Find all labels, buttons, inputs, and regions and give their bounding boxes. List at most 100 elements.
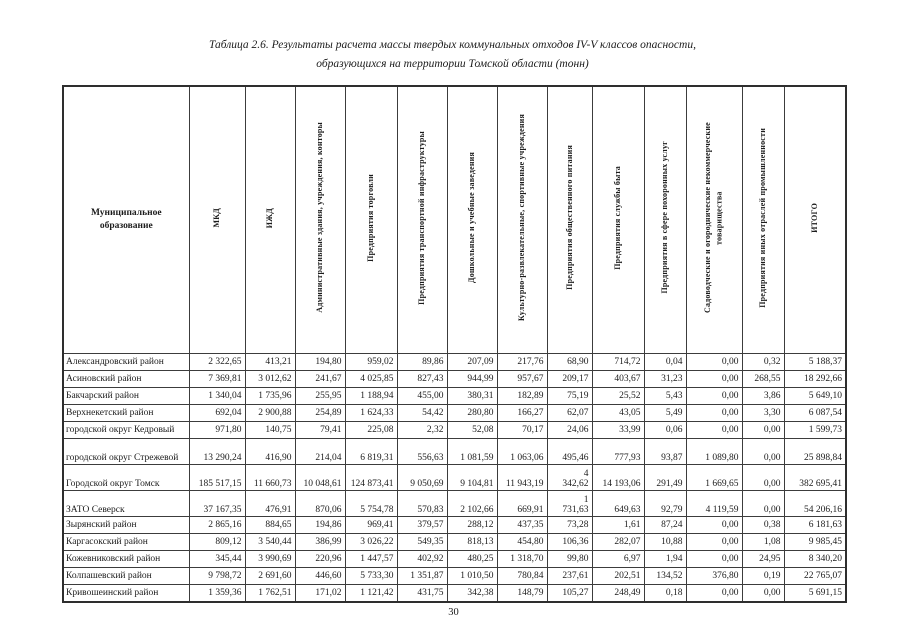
table-row: Александровский район 2 322,65 413,21 194,8…: [62, 353, 847, 372]
value-cell: 280,80: [446, 404, 498, 423]
column-header-label: Садоводческие и огороднические некоммерч…: [703, 122, 724, 314]
table-row: Колпашевский район 9 798,72 2 691,60 446,60…: [62, 567, 847, 586]
value-cell: 386,99: [294, 533, 346, 552]
value-cell: 714,72: [591, 353, 645, 372]
table-header: Муниципальное образование МКД ИЖД Администр…: [62, 85, 847, 355]
value-cell: 957,67: [496, 370, 548, 389]
value-cell: 33,99: [591, 421, 645, 440]
value-cell: 570,83: [396, 490, 448, 518]
value-cell: 777,93: [591, 438, 645, 466]
value-cell: 52,08: [446, 421, 498, 440]
value-cell: 134,52: [643, 567, 687, 586]
value-cell: 416,90: [244, 438, 296, 466]
value-cell: 5,49: [643, 404, 687, 423]
column-header-label: ИТОГО: [809, 202, 819, 233]
column-header-label: МКД: [212, 207, 222, 228]
value-cell: 1 081,59: [446, 438, 498, 466]
value-cell: 214,04: [294, 438, 346, 466]
column-header: ИЖД: [244, 85, 296, 355]
value-cell: 669,91: [496, 490, 548, 518]
value-cell: 31,23: [643, 370, 687, 389]
value-cell: 1 599,73: [783, 421, 847, 440]
value-cell: 25 898,84: [783, 438, 847, 466]
value-cell: 382 695,41: [783, 464, 847, 492]
value-cell: 68,90: [546, 353, 593, 372]
column-header-label: Предприятия иных отраслей промышленности: [758, 127, 768, 308]
value-cell: 3 012,62: [244, 370, 296, 389]
column-header: Предприятия транспортной инфраструктуры: [396, 85, 448, 355]
column-header: Дошкольные и учебные заведения: [446, 85, 498, 355]
table-row: Зырянский район 2 865,16 884,65 194,86 969,4…: [62, 516, 847, 535]
value-cell: 1 121,42: [344, 584, 398, 603]
municipality-name-cell: Каргасокский район: [62, 533, 190, 552]
value-cell: 4 342,62: [546, 464, 593, 492]
value-cell: 3 026,22: [344, 533, 398, 552]
value-cell: 870,06: [294, 490, 346, 518]
value-cell: 446,60: [294, 567, 346, 586]
value-cell: 225,08: [344, 421, 398, 440]
value-cell: 0,00: [741, 438, 785, 466]
table-row: Каргасокский район 809,12 3 540,44 386,99 3 …: [62, 533, 847, 552]
value-cell: 5,43: [643, 387, 687, 406]
value-cell: 22 765,07: [783, 567, 847, 586]
caption-line-2: образующихся на территории Томской облас…: [316, 57, 589, 70]
value-cell: 43,05: [591, 404, 645, 423]
value-cell: 10,88: [643, 533, 687, 552]
value-cell: 376,80: [685, 567, 743, 586]
value-cell: 0,38: [741, 516, 785, 535]
value-cell: 476,91: [244, 490, 296, 518]
column-header: Культурно-развлекательные, спортивные уч…: [496, 85, 548, 355]
value-cell: 37 167,35: [188, 490, 246, 518]
value-cell: 402,92: [396, 550, 448, 569]
value-cell: 8 340,20: [783, 550, 847, 569]
value-cell: 25,52: [591, 387, 645, 406]
value-cell: 0,19: [741, 567, 785, 586]
table-body: Александровский район 2 322,65 413,21 194,8…: [62, 353, 847, 603]
value-cell: 454,80: [496, 533, 548, 552]
value-cell: 1 731,63: [546, 490, 593, 518]
value-cell: 194,80: [294, 353, 346, 372]
value-cell: 6,97: [591, 550, 645, 569]
value-cell: 4 025,85: [344, 370, 398, 389]
table-row: Бакчарский район 1 340,04 1 735,96 255,95 1 …: [62, 387, 847, 406]
value-cell: 237,61: [546, 567, 593, 586]
value-cell: 207,09: [446, 353, 498, 372]
value-cell: 380,31: [446, 387, 498, 406]
value-cell: 0,00: [741, 584, 785, 603]
value-cell: 194,86: [294, 516, 346, 535]
table-row: городской округ Стрежевой 13 290,24 416,90…: [62, 438, 847, 466]
column-header-label: Дошкольные и учебные заведения: [467, 152, 477, 284]
value-cell: 0,00: [685, 404, 743, 423]
value-cell: 79,41: [294, 421, 346, 440]
value-cell: 649,63: [591, 490, 645, 518]
column-header: ИТОГО: [783, 85, 847, 355]
column-header: Предприятия в сфере похоронных услуг: [643, 85, 687, 355]
value-cell: 11 943,19: [496, 464, 548, 492]
value-cell: 413,21: [244, 353, 296, 372]
value-cell: 220,96: [294, 550, 346, 569]
value-cell: 9 104,81: [446, 464, 498, 492]
value-cell: 185 517,15: [188, 464, 246, 492]
value-cell: 0,00: [741, 490, 785, 518]
value-cell: 148,79: [496, 584, 548, 603]
value-cell: 288,12: [446, 516, 498, 535]
value-cell: 0,00: [685, 387, 743, 406]
value-cell: 959,02: [344, 353, 398, 372]
value-cell: 202,51: [591, 567, 645, 586]
value-cell: 2 865,16: [188, 516, 246, 535]
value-cell: 255,95: [294, 387, 346, 406]
value-cell: 73,28: [546, 516, 593, 535]
value-cell: 403,67: [591, 370, 645, 389]
value-cell: 969,41: [344, 516, 398, 535]
value-cell: 1 010,50: [446, 567, 498, 586]
value-cell: 1 359,36: [188, 584, 246, 603]
value-cell: 166,27: [496, 404, 548, 423]
value-cell: 0,00: [685, 370, 743, 389]
value-cell: 62,07: [546, 404, 593, 423]
value-cell: 549,35: [396, 533, 448, 552]
column-header-label: Предприятия службы быта: [613, 165, 623, 270]
value-cell: 54 206,16: [783, 490, 847, 518]
table-row: ЗАТО Северск 37 167,35 476,91 870,06 5 754,7…: [62, 490, 847, 518]
column-header-label: Предприятия транспортной инфраструктуры: [417, 130, 427, 305]
value-cell: 209,17: [546, 370, 593, 389]
